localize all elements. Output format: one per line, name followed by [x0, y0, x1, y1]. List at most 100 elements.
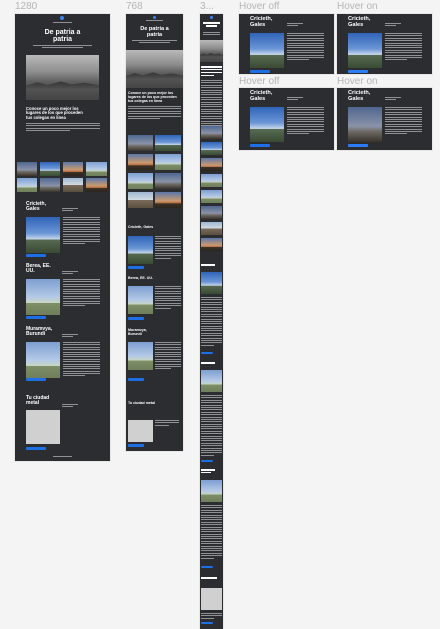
gallery-photo[interactable]	[155, 192, 181, 208]
hero-image	[126, 50, 183, 88]
read-more-button[interactable]	[26, 316, 46, 319]
gallery-photo[interactable]	[201, 174, 222, 187]
frame-label-hover-off: Hover off	[239, 1, 280, 12]
read-more-button[interactable]	[250, 144, 270, 147]
place-title-muramvya: Muramvya, Burundi	[128, 328, 147, 336]
submit-city-button[interactable]	[26, 447, 46, 450]
gallery-photo[interactable]	[201, 206, 222, 219]
upload-photo-placeholder[interactable]	[26, 410, 60, 444]
intro-paragraph	[26, 123, 100, 133]
submit-city-button[interactable]	[128, 444, 144, 447]
card-text	[287, 33, 324, 62]
read-more-button[interactable]	[201, 460, 213, 462]
gallery-photo[interactable]	[155, 154, 181, 170]
gallery-photo[interactable]	[201, 222, 222, 235]
mobile-artboard[interactable]	[200, 14, 223, 629]
read-more-button[interactable]	[128, 317, 144, 320]
brand-name	[53, 22, 72, 24]
section-heading	[201, 66, 222, 78]
card-title: Cricieth, Gales	[348, 90, 371, 102]
card-meta	[385, 23, 401, 28]
card-photo	[250, 33, 284, 68]
brand-logo-icon	[60, 16, 64, 20]
brand-logo-icon	[210, 16, 213, 19]
card-title: Cricieth, Gales	[250, 90, 273, 102]
gallery-photo[interactable]	[63, 178, 83, 192]
place-title-muramvya	[201, 469, 215, 475]
place-photo-berea	[201, 370, 222, 392]
place-photo-berea	[26, 279, 60, 315]
place-meta	[62, 271, 78, 276]
place-photo-cricieth	[128, 236, 153, 264]
gallery-photo[interactable]	[155, 135, 181, 151]
gallery-photo[interactable]	[201, 238, 222, 251]
hover-on-card[interactable]: Cricieth, Gales	[337, 14, 432, 74]
gallery-photo[interactable]	[128, 192, 153, 208]
place-text-berea	[201, 395, 222, 457]
gallery-photo[interactable]	[201, 190, 222, 203]
card-photo	[250, 107, 284, 142]
upload-photo-placeholder[interactable]	[128, 420, 153, 442]
card-photo	[348, 33, 382, 68]
gallery-photo[interactable]	[40, 162, 60, 176]
frame-label-hover-off-2: Hover off	[239, 76, 280, 87]
read-more-button[interactable]	[26, 378, 46, 381]
hero-title	[203, 22, 220, 29]
place-text-muramvya	[155, 342, 181, 371]
submit-city-button[interactable]	[201, 622, 213, 624]
place-title-muramvya: Muramvya, Burundi	[26, 326, 53, 338]
card-text	[385, 107, 422, 136]
place-photo-muramvya	[128, 342, 153, 370]
gallery-photo[interactable]	[201, 158, 222, 171]
desktop-artboard[interactable]: De patria a patria Conoce un poco mejor l…	[15, 14, 110, 461]
hover-off-card[interactable]: Cricieth, Gales	[239, 14, 334, 74]
brand-logo-icon	[153, 16, 156, 19]
tablet-artboard[interactable]: De patria a patria Conoce un poco mejor l…	[126, 14, 183, 451]
gallery-photo[interactable]	[86, 178, 107, 192]
hero-subtitle	[33, 45, 92, 50]
gallery-photo[interactable]	[17, 162, 37, 176]
gallery-photo[interactable]	[201, 126, 222, 139]
hover-on-card-2[interactable]: Cricieth, Gales	[337, 88, 432, 150]
card-meta	[385, 97, 401, 102]
gallery-photo[interactable]	[40, 178, 60, 192]
place-text-cricieth	[63, 217, 100, 246]
gallery-photo[interactable]	[128, 173, 153, 189]
hero-subtitle	[132, 40, 177, 45]
read-more-button[interactable]	[348, 70, 368, 73]
read-more-button[interactable]	[348, 144, 368, 147]
read-more-button[interactable]	[201, 352, 213, 354]
read-more-button[interactable]	[128, 378, 144, 381]
gallery-photo[interactable]	[17, 178, 37, 192]
gallery-photo[interactable]	[128, 135, 153, 151]
frame-label-hover-on: Hover on	[337, 1, 378, 12]
place-title-your-city	[201, 577, 217, 580]
card-meta	[287, 23, 303, 28]
read-more-button[interactable]	[26, 254, 46, 257]
place-title-berea: Berea, EE. UU.	[128, 276, 153, 280]
read-more-button[interactable]	[128, 266, 144, 269]
gallery-photo[interactable]	[86, 162, 107, 176]
intro-paragraph	[128, 106, 181, 120]
place-title-cricieth: Cricieth, Gales	[128, 225, 154, 229]
place-photo-muramvya	[26, 342, 60, 378]
hero-title: De patria a patria	[44, 29, 81, 44]
place-title-your-city: Tu ciudad metal	[26, 395, 50, 407]
gallery-photo[interactable]	[63, 162, 83, 176]
place-title-berea	[201, 362, 215, 365]
read-more-button[interactable]	[250, 70, 270, 73]
hero-subtitle	[203, 32, 220, 37]
card-text	[385, 33, 422, 62]
place-text-muramvya	[201, 505, 222, 560]
gallery-photo[interactable]	[201, 142, 222, 155]
hero-title: De patria a patria	[140, 26, 169, 38]
card-meta	[287, 97, 303, 102]
frame-label-hover-on-2: Hover on	[337, 76, 378, 87]
upload-photo-placeholder[interactable]	[201, 588, 222, 610]
place-photo-muramvya	[201, 480, 222, 502]
gallery-photo[interactable]	[128, 154, 153, 170]
read-more-button[interactable]	[201, 566, 213, 568]
hover-off-card-2[interactable]: Cricieth, Gales	[239, 88, 334, 150]
place-title-cricieth: Cricieth, Gales	[26, 201, 47, 213]
gallery-photo[interactable]	[155, 173, 181, 189]
